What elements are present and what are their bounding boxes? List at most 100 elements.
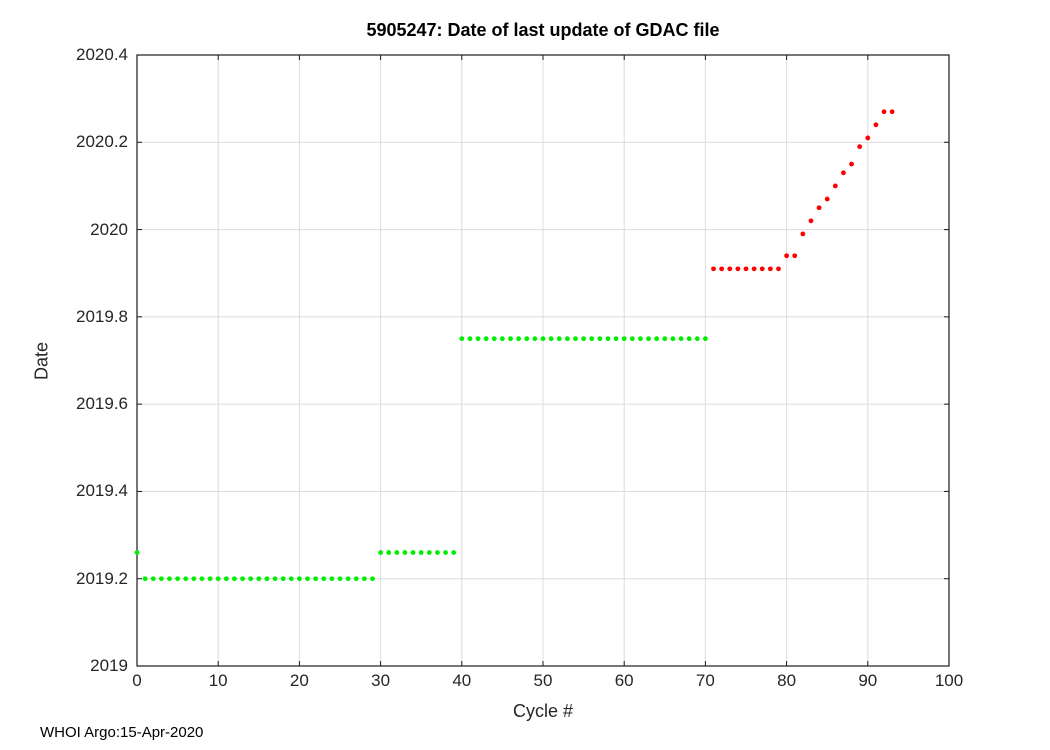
data-point-green-updates bbox=[215, 576, 221, 582]
data-point-green-updates bbox=[467, 336, 473, 342]
data-point-green-updates bbox=[662, 336, 668, 342]
data-point-green-updates bbox=[345, 576, 351, 582]
data-point-red-updates bbox=[808, 218, 814, 224]
data-point-green-updates bbox=[475, 336, 481, 342]
data-point-green-updates bbox=[353, 576, 359, 582]
data-point-red-updates bbox=[873, 122, 879, 128]
data-point-green-updates bbox=[686, 336, 692, 342]
x-tick-label: 40 bbox=[452, 671, 472, 690]
data-point-green-updates bbox=[313, 576, 319, 582]
data-point-green-updates bbox=[232, 576, 237, 582]
data-point-red-updates bbox=[816, 205, 822, 211]
watermark-text: WHOI Argo:15-Apr-2020 bbox=[40, 724, 204, 741]
data-point-red-updates bbox=[841, 170, 846, 176]
data-point-green-updates bbox=[418, 550, 424, 555]
data-point-green-updates bbox=[491, 336, 497, 342]
data-point-green-updates bbox=[540, 336, 546, 342]
data-point-red-updates bbox=[759, 266, 765, 272]
data-point-red-updates bbox=[727, 266, 733, 272]
data-point-red-updates bbox=[849, 161, 854, 167]
data-point-green-updates bbox=[443, 550, 448, 555]
data-point-green-updates bbox=[556, 336, 562, 342]
data-point-green-updates bbox=[264, 576, 270, 582]
data-point-green-updates bbox=[532, 336, 538, 342]
data-point-green-updates bbox=[240, 576, 245, 582]
data-point-red-updates bbox=[719, 266, 725, 272]
data-point-red-updates bbox=[824, 196, 830, 202]
data-point-green-updates bbox=[613, 336, 619, 342]
data-point-green-updates bbox=[516, 336, 522, 342]
data-point-green-updates bbox=[248, 576, 254, 582]
data-point-green-updates bbox=[678, 336, 684, 342]
data-point-green-updates bbox=[378, 550, 383, 555]
x-tick-label: 20 bbox=[289, 671, 309, 690]
y-tick-label: 2019.2 bbox=[76, 568, 128, 588]
x-tick-label: 80 bbox=[777, 671, 797, 690]
data-point-red-updates bbox=[800, 231, 806, 237]
data-point-green-updates bbox=[483, 336, 489, 342]
data-point-green-updates bbox=[142, 576, 148, 582]
x-tick-label: 10 bbox=[208, 671, 228, 690]
data-point-green-updates bbox=[370, 576, 375, 582]
data-point-green-updates bbox=[500, 336, 505, 342]
data-point-green-updates bbox=[573, 336, 578, 342]
y-tick-label: 2019 bbox=[90, 656, 128, 675]
data-point-red-updates bbox=[735, 266, 741, 272]
x-tick-label: 60 bbox=[614, 671, 634, 690]
data-point-red-updates bbox=[743, 266, 749, 272]
data-point-green-updates bbox=[272, 576, 278, 582]
data-point-green-updates bbox=[158, 576, 164, 582]
y-tick-label: 2019.4 bbox=[76, 481, 128, 501]
data-point-green-updates bbox=[524, 336, 530, 342]
data-point-green-updates bbox=[621, 336, 627, 342]
data-point-green-updates bbox=[297, 576, 302, 582]
x-tick-label: 50 bbox=[533, 671, 553, 690]
data-point-green-updates bbox=[564, 336, 570, 342]
data-point-green-updates bbox=[629, 336, 635, 342]
data-point-green-updates bbox=[548, 336, 554, 342]
data-point-green-updates bbox=[256, 576, 262, 582]
y-tick-label: 2020 bbox=[90, 219, 128, 239]
y-tick-label: 2020.4 bbox=[76, 45, 128, 64]
data-point-green-updates bbox=[183, 576, 189, 582]
data-point-red-updates bbox=[792, 253, 798, 259]
data-point-green-updates bbox=[703, 336, 708, 342]
data-point-green-updates bbox=[426, 550, 432, 555]
x-tick-label: 0 bbox=[132, 671, 142, 690]
data-point-green-updates bbox=[175, 576, 181, 582]
x-axis-label: Cycle # bbox=[512, 701, 574, 721]
data-point-green-updates bbox=[207, 576, 213, 582]
data-point-red-updates bbox=[767, 266, 773, 272]
data-point-green-updates bbox=[329, 576, 335, 582]
data-point-red-updates bbox=[857, 144, 863, 150]
data-point-green-updates bbox=[402, 550, 408, 555]
x-tick-label: 100 bbox=[934, 671, 964, 690]
data-point-green-updates bbox=[670, 336, 676, 342]
data-point-red-updates bbox=[865, 135, 871, 141]
axes-frame bbox=[136, 54, 950, 667]
data-point-red-updates bbox=[832, 183, 838, 189]
data-point-green-updates bbox=[410, 550, 416, 555]
data-point-green-updates bbox=[321, 576, 327, 582]
data-point-red-updates bbox=[889, 109, 895, 115]
data-point-green-updates bbox=[654, 336, 660, 342]
data-point-green-updates bbox=[337, 576, 343, 582]
data-point-green-updates bbox=[361, 576, 367, 582]
data-point-green-updates bbox=[508, 336, 513, 342]
y-axis-label: Date bbox=[31, 341, 52, 381]
data-point-green-updates bbox=[605, 336, 611, 342]
data-point-green-updates bbox=[597, 336, 603, 342]
data-point-green-updates bbox=[589, 336, 595, 342]
data-point-green-updates bbox=[581, 336, 586, 342]
data-point-green-updates bbox=[694, 336, 700, 342]
x-tick-label: 30 bbox=[371, 671, 391, 690]
data-point-green-updates bbox=[134, 550, 140, 555]
data-point-green-updates bbox=[288, 576, 294, 582]
data-point-red-updates bbox=[784, 253, 789, 259]
x-tick-label: 90 bbox=[858, 671, 878, 690]
data-point-green-updates bbox=[451, 550, 457, 555]
data-point-green-updates bbox=[394, 550, 400, 555]
data-point-green-updates bbox=[459, 336, 465, 342]
data-point-green-updates bbox=[305, 576, 310, 582]
